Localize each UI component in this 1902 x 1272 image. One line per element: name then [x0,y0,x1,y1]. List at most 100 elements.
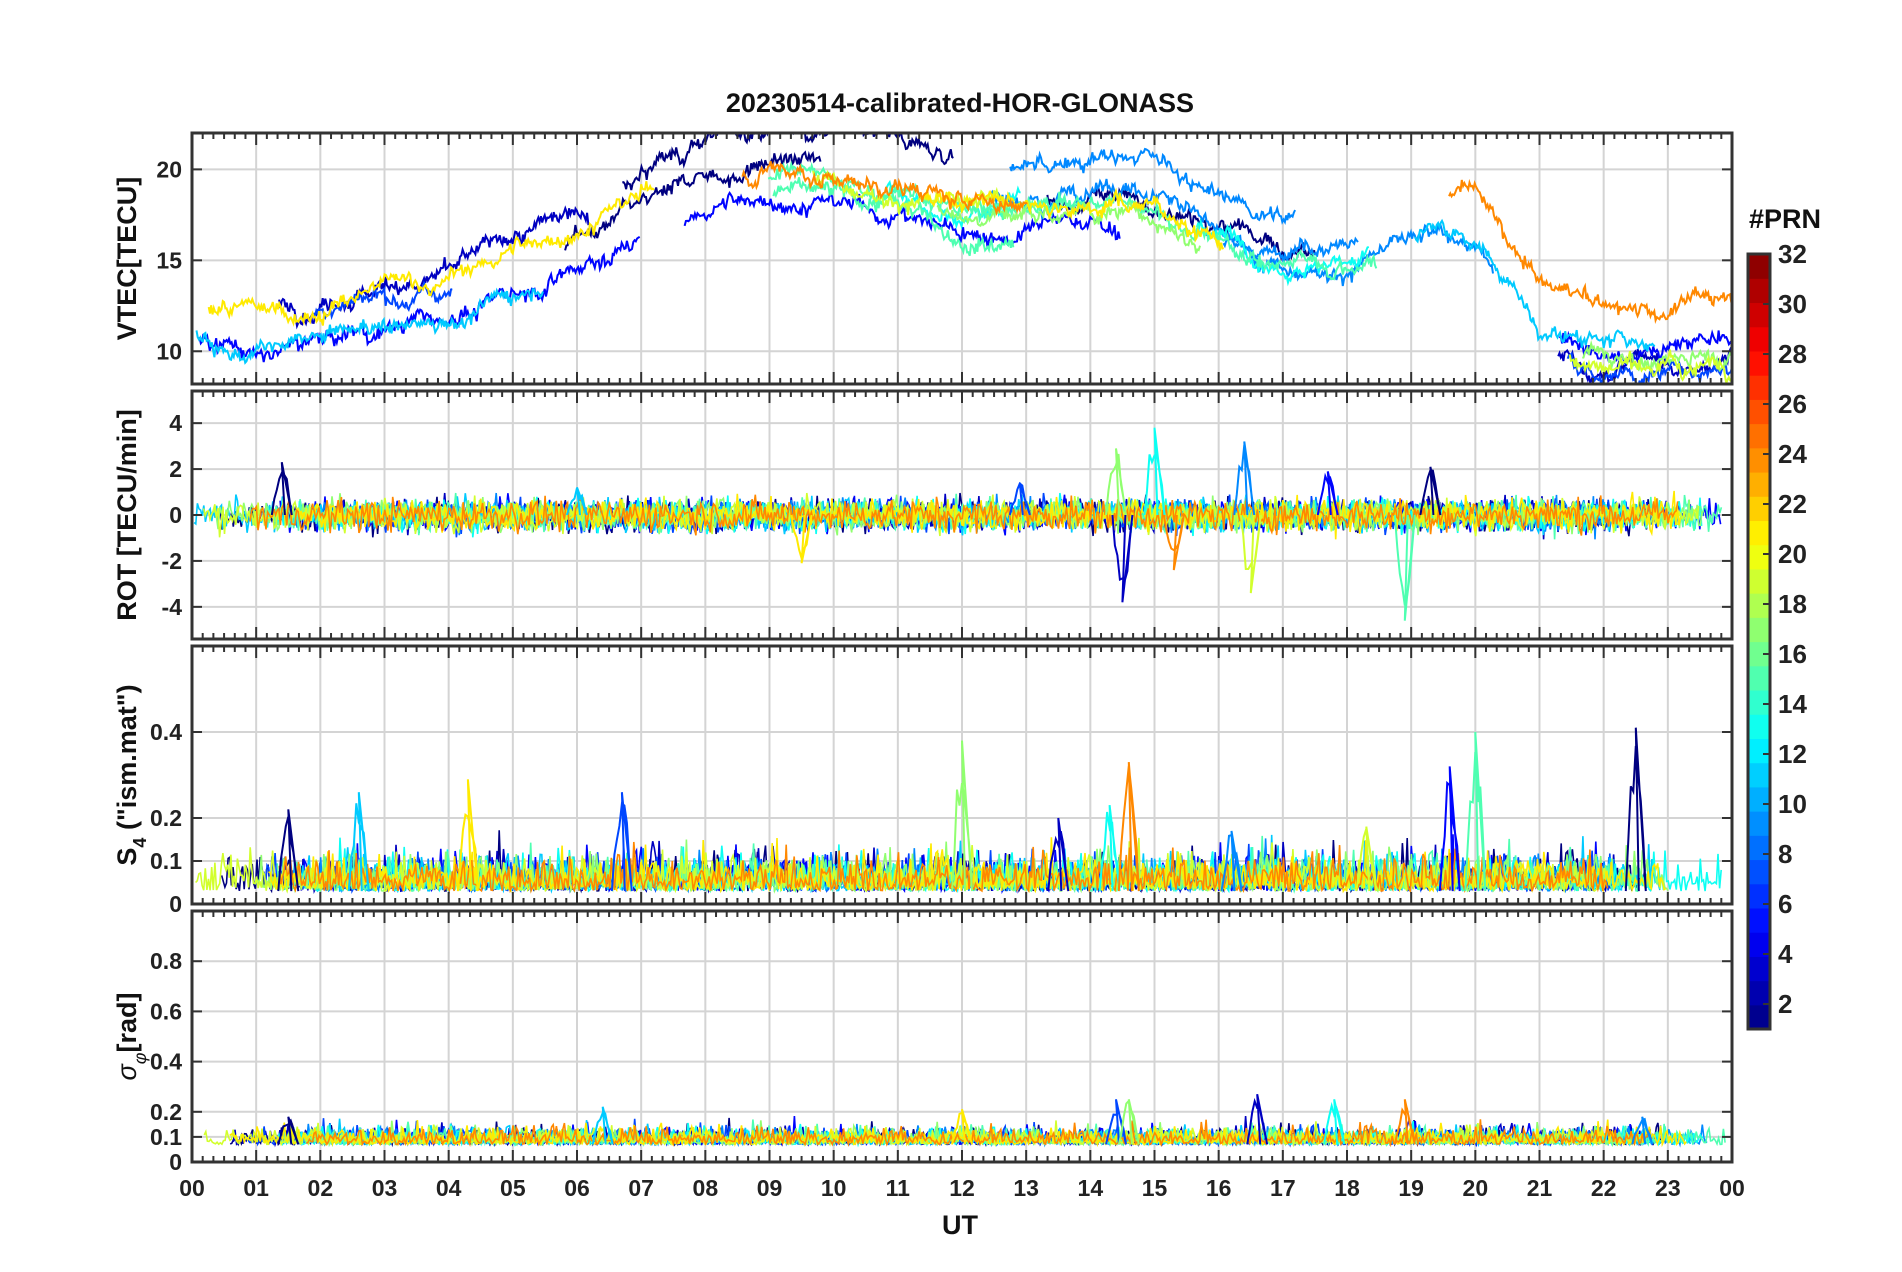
colorbar-tick-label: 32 [1778,239,1807,269]
y-axis-label-s4: S4 ("ism.mat") [112,684,150,865]
y-tick-label: 0.8 [150,948,182,974]
x-axis-label: UT [942,1210,978,1240]
y-tick-label: 15 [156,247,182,273]
series-line [305,1119,1653,1148]
colorbar-swatch [1748,350,1770,376]
series-peak [790,514,813,564]
y-tick-label: 10 [156,338,182,364]
series-peak [1117,762,1140,892]
series-group [203,1094,1726,1148]
x-tick-label: 17 [1270,1175,1296,1201]
series-peak [591,1106,614,1145]
colorbar-swatch [1748,568,1770,594]
x-tick-label: 19 [1398,1175,1424,1201]
x-tick-label: 02 [308,1175,334,1201]
series-peak [1143,427,1166,516]
series-line [1009,147,1296,226]
panel-rot: -4 -2 0 2 4 ROT [TECU/min] [112,389,1734,641]
x-tick-label: 22 [1591,1175,1617,1201]
series-line [564,150,822,251]
colorbar-swatch [1748,520,1770,546]
colorbar-swatch [1748,907,1770,933]
series-peak [270,462,293,516]
x-tick-label: 07 [628,1175,654,1201]
series-peak [347,792,370,892]
colorbar-swatch [1748,811,1770,836]
colorbar-swatch [1748,302,1770,328]
y-tick-label: 0.2 [150,1099,182,1125]
series-peak [1233,441,1256,516]
series-peak [456,779,479,892]
x-tick-label: 11 [886,1175,911,1201]
series-peak [1220,830,1243,892]
colorbar-tick-label: 6 [1778,889,1792,919]
y-tick-label: 0 [169,502,182,528]
colorbar-swatch [1748,980,1770,1006]
series-line [741,160,1028,217]
series-line [622,133,954,191]
colorbar-swatch [1748,375,1770,400]
series-peak [1162,514,1185,571]
colorbar-tick-label: 4 [1778,939,1793,969]
colorbar-swatch [1748,254,1770,279]
series-line [278,841,1609,894]
y-tick-label: 2 [169,456,182,482]
colorbar-swatch [1748,859,1770,885]
colorbar-tick-label: 24 [1778,439,1807,469]
series-peak [1438,766,1461,892]
series-peak [1323,1099,1346,1145]
panel-vtec: 10 15 20 VTEC[TECU] [112,131,1734,386]
y-tick-label: 20 [156,156,182,182]
series-line [683,190,1121,248]
y-axis-label-sigphi: σφ[rad] [112,992,150,1080]
panel-sigphi: 00.10.2 0.4 0.6 0.8σφ[rad] 00 01 02 03 04 05 06 07 0… [112,909,1745,1201]
series-line [812,169,1010,216]
colorbar-swatch [1748,423,1770,449]
x-tick-label: 14 [1078,1175,1104,1201]
series-peak [1624,727,1647,892]
series-peak [1316,471,1339,516]
y-tick-label: -2 [162,548,182,574]
series-peak [566,487,588,516]
series-peak [1464,731,1487,892]
series-peak [277,809,300,892]
colorbar-swatch [1748,326,1770,352]
colorbar-tick-label: 2 [1778,989,1792,1019]
colorbar-tick-label: 26 [1778,389,1807,419]
series-peak [1117,1098,1140,1145]
series-peak [1047,817,1070,892]
y-tick-label: 0.1 [150,848,182,874]
colorbar-tick-label: 16 [1778,639,1807,669]
x-tick-label: 13 [1013,1175,1039,1201]
x-tick-label: 10 [821,1175,847,1201]
x-tick-label: 00 [1719,1175,1745,1201]
series-group [195,727,1722,895]
y-tick-label: -4 [162,594,183,620]
colorbar-label: #PRN [1749,204,1821,234]
colorbar-tick-label: 12 [1778,739,1807,769]
series-peak [951,740,973,892]
colorbar-swatch [1748,447,1770,473]
series-line [772,177,1015,257]
colorbar-tick-label: 8 [1778,839,1792,869]
y-tick-label: 0.1 [150,1124,182,1150]
colorbar-swatch [1748,593,1770,618]
colorbar-tick-label: 18 [1778,589,1807,619]
colorbar-swatch [1748,762,1770,788]
x-tick-label: 08 [693,1175,719,1201]
x-tick-label: 21 [1527,1175,1553,1201]
colorbar-swatch [1748,932,1770,957]
colorbar-swatch [1748,786,1770,812]
y-tick-label: 0 [169,891,182,917]
colorbar-tick-label: 20 [1778,539,1807,569]
x-tick-label: 03 [372,1175,398,1201]
series-peak [277,1116,300,1145]
series-peak [1393,1099,1416,1145]
series-peak [1098,804,1121,892]
x-tick-label: 01 [243,1175,269,1201]
series-peak [610,792,633,892]
colorbar-swatch [1748,956,1770,982]
series-group [195,133,1732,384]
